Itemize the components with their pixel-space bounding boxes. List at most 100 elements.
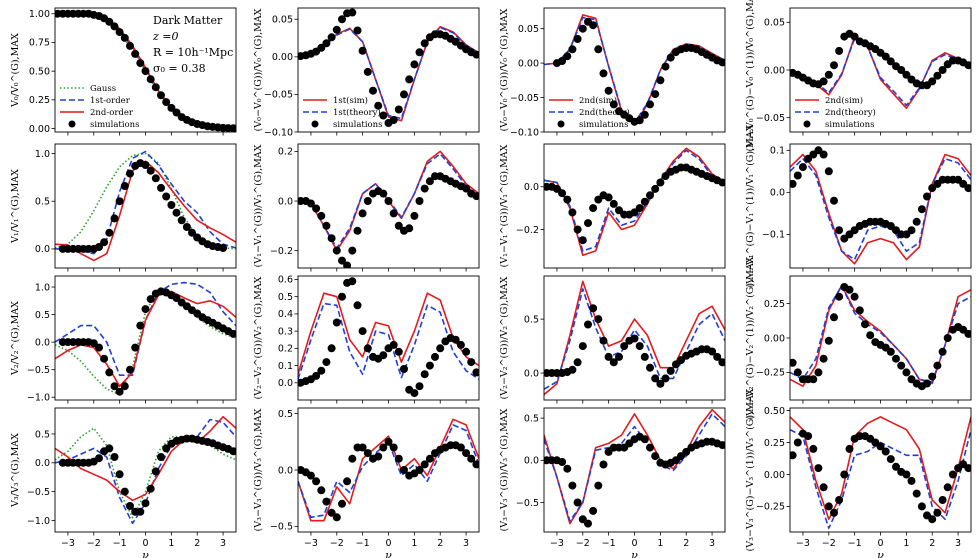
x-tick-label: 3	[955, 538, 961, 549]
data-point	[578, 24, 587, 33]
data-point	[902, 70, 911, 79]
data-point	[120, 33, 129, 42]
data-point	[141, 305, 150, 314]
x-tick-label: 3	[709, 538, 715, 549]
data-point	[162, 98, 171, 107]
data-point	[188, 228, 196, 237]
panel-r1-c0: 0.0 0.5 1.0 V₁/V₁^(G),MAX	[10, 143, 237, 272]
data-point	[343, 261, 352, 268]
data-point	[609, 199, 618, 208]
data-point	[384, 437, 393, 446]
x-tick-label: 0	[877, 538, 883, 549]
legend-label: 2nd(theory)	[825, 107, 876, 118]
data-point	[306, 199, 315, 208]
data-point	[110, 214, 119, 223]
y-tick-label: 1.0	[35, 282, 50, 293]
data-point	[923, 379, 931, 388]
data-point	[317, 366, 326, 375]
data-point	[609, 100, 618, 109]
data-point	[804, 432, 813, 441]
legend-label: 1st(sim)	[333, 95, 368, 106]
data-point	[415, 48, 424, 57]
data-point	[609, 358, 618, 367]
data-point	[578, 342, 587, 351]
y-tick-label: 0.5	[35, 429, 50, 440]
x-tick-label: −1	[848, 538, 862, 549]
data-point	[167, 201, 176, 209]
data-point	[379, 443, 388, 452]
panel-r1-c1: −0.2 0.0 0.2 (V₁−V₁^(G))/V₁^(G),MAX	[253, 143, 480, 272]
legend-marker	[557, 120, 565, 128]
data-point	[604, 86, 613, 95]
data-point	[563, 464, 572, 473]
data-point	[830, 508, 838, 517]
data-point	[369, 86, 377, 95]
data-point	[819, 150, 828, 159]
data-point	[630, 334, 639, 343]
data-point	[640, 197, 649, 206]
data-point	[892, 462, 900, 471]
data-point	[415, 382, 424, 391]
data-point	[640, 352, 649, 361]
data-point	[964, 61, 971, 70]
data-point	[353, 26, 362, 35]
data-point	[912, 489, 921, 498]
y-tick-label: 0.25	[764, 299, 785, 310]
data-point	[462, 184, 471, 193]
data-point	[866, 331, 875, 340]
x-tick-label: 0	[385, 538, 391, 549]
plot-area	[55, 150, 236, 262]
data-point	[322, 221, 331, 230]
y-tick-label: −0.5	[27, 365, 50, 376]
data-point	[379, 111, 388, 120]
data-point	[358, 443, 367, 452]
series-line-first	[544, 149, 725, 252]
panel-r3-c1: −3 −2 −1 0 1 2 3 ν −0.5 0.0 0.5 (V₃−V₃^(G))/V₃^(G),…	[253, 407, 480, 558]
data-point	[410, 60, 419, 69]
legend-label: simulations	[333, 120, 383, 130]
legend-label: 2nd(theory)	[579, 107, 630, 118]
data-point	[115, 197, 124, 206]
data-point	[146, 75, 155, 84]
y-axis-label: (V₀−V₀^(G))/V₀^(G),MAX	[499, 8, 510, 131]
data-point	[708, 347, 717, 356]
data-point	[563, 195, 572, 204]
y-axis-label: (V₁−V₁^(G))/V₁^(G),MAX	[499, 144, 510, 267]
data-point	[384, 197, 393, 205]
data-point	[892, 354, 900, 363]
y-tick-label: 0.0	[278, 465, 293, 476]
data-point	[131, 49, 140, 58]
data-point	[317, 211, 326, 220]
y-tick-label: 0.0	[278, 196, 293, 207]
data-point	[363, 344, 372, 353]
data-point	[322, 497, 331, 506]
data-point	[327, 234, 336, 243]
data-point	[578, 236, 587, 245]
data-point	[599, 69, 608, 78]
data-point	[136, 59, 145, 68]
y-tick-label: 0.00	[764, 333, 785, 344]
legend-marker	[311, 120, 319, 128]
data-point	[809, 375, 818, 384]
legend-label: 2nd(sim)	[825, 95, 863, 106]
x-tick-label: 3	[463, 538, 469, 549]
data-point	[558, 57, 567, 65]
panel-r0-c2: −0.10 −0.05 0.00 0.05 (V₀−V₀^(G))/V₀^(G),MAX…	[499, 7, 726, 138]
data-point	[415, 197, 424, 205]
data-point	[472, 50, 479, 59]
y-tick-label: 0.25	[764, 438, 785, 449]
data-point	[363, 197, 372, 205]
plot-area	[544, 408, 725, 528]
y-axis-label: (V₃−V₃^(G))/V₃^(G),MAX	[499, 408, 510, 531]
series-line-first	[544, 16, 725, 124]
data-point	[589, 304, 598, 313]
data-point	[420, 370, 429, 379]
data-point	[917, 502, 926, 511]
data-point	[824, 336, 833, 345]
data-point	[451, 335, 460, 344]
panel-r1-c3: −0.1 0.0 0.1 (V₁−V₁^(G)−V₁^(1))/V₁^(G),MAX	[745, 124, 972, 287]
data-point	[312, 204, 321, 213]
data-point	[110, 453, 119, 461]
y-tick-label: −0.5	[270, 522, 293, 533]
